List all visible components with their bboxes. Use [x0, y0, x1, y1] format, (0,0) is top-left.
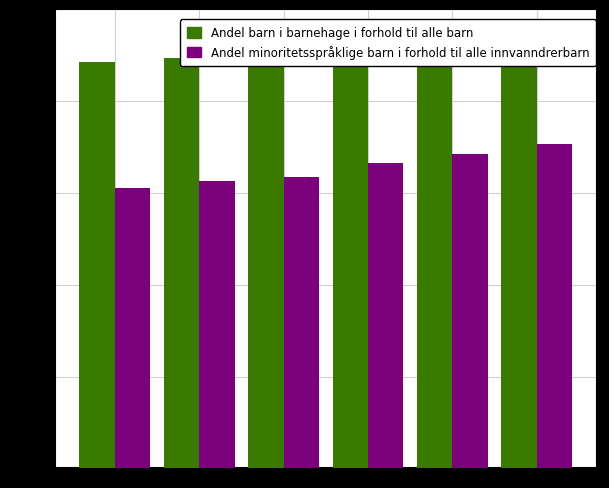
- Bar: [115, 189, 150, 468]
- Bar: [333, 52, 368, 468]
- Bar: [417, 50, 452, 468]
- Bar: [537, 145, 572, 468]
- Bar: [284, 177, 319, 468]
- Bar: [452, 154, 488, 468]
- Bar: [79, 62, 115, 468]
- Bar: [164, 59, 199, 468]
- Bar: [248, 55, 284, 468]
- Bar: [501, 49, 537, 468]
- Legend: Andel barn i barnehage i forhold til alle barn, Andel minoritetsspråklige barn i: Andel barn i barnehage i forhold til all…: [180, 20, 596, 67]
- Bar: [199, 182, 234, 468]
- Bar: [368, 163, 403, 468]
